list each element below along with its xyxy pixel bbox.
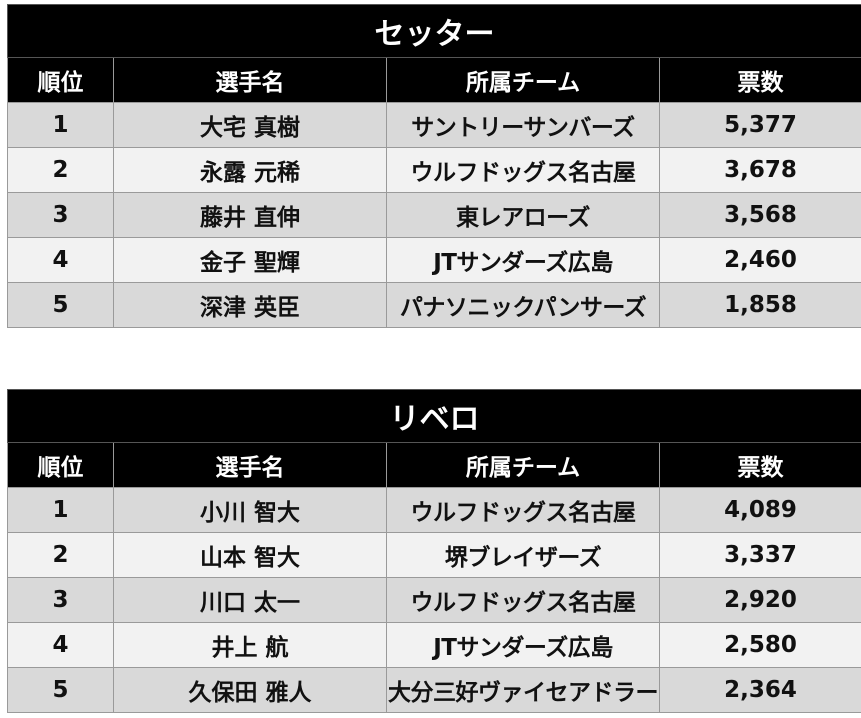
- team-cell: サントリーサンバーズ: [386, 102, 660, 148]
- team-header: 所属チーム: [386, 57, 660, 103]
- rank-cell: 2: [7, 147, 114, 193]
- votes-cell: 3,568: [659, 192, 861, 238]
- player-cell: 小川 智大: [113, 487, 387, 533]
- header-row: 順位 選手名 所属チーム 票数: [7, 57, 861, 103]
- team-cell: 東レアローズ: [386, 192, 660, 238]
- player-cell: 永露 元稀: [113, 147, 387, 193]
- votes-header: 票数: [659, 57, 861, 103]
- table-row: 2 永露 元稀 ウルフドッグス名古屋 3,678: [7, 147, 861, 193]
- team-cell: ウルフドッグス名古屋: [386, 577, 660, 623]
- table-title: セッター: [7, 4, 861, 58]
- table-row: 4 井上 航 JTサンダーズ広島 2,580: [7, 622, 861, 668]
- player-cell: 大宅 真樹: [113, 102, 387, 148]
- player-cell: 川口 太一: [113, 577, 387, 623]
- table-row: 1 小川 智大 ウルフドッグス名古屋 4,089: [7, 487, 861, 533]
- player-cell: 山本 智大: [113, 532, 387, 578]
- votes-cell: 1,858: [659, 282, 861, 328]
- rank-header: 順位: [7, 442, 114, 488]
- votes-cell: 3,678: [659, 147, 861, 193]
- rank-cell: 1: [7, 102, 114, 148]
- libero-ranking-table: リベロ 順位 選手名 所属チーム 票数 1 小川 智大 ウルフドッグス名古屋 4…: [7, 389, 861, 713]
- votes-cell: 2,920: [659, 577, 861, 623]
- table-row: 5 深津 英臣 パナソニックパンサーズ 1,858: [7, 282, 861, 328]
- votes-cell: 2,580: [659, 622, 861, 668]
- table-row: 2 山本 智大 堺ブレイザーズ 3,337: [7, 532, 861, 578]
- votes-cell: 4,089: [659, 487, 861, 533]
- team-cell: JTサンダーズ広島: [386, 622, 660, 668]
- rank-cell: 3: [7, 192, 114, 238]
- rank-cell: 3: [7, 577, 114, 623]
- table-row: 5 久保田 雅人 大分三好ヴァイセアドラー 2,364: [7, 667, 861, 713]
- team-cell: 大分三好ヴァイセアドラー: [386, 667, 660, 713]
- table-title: リベロ: [7, 389, 861, 443]
- votes-cell: 3,337: [659, 532, 861, 578]
- player-cell: 金子 聖輝: [113, 237, 387, 283]
- team-cell: パナソニックパンサーズ: [386, 282, 660, 328]
- table-row: 3 川口 太一 ウルフドッグス名古屋 2,920: [7, 577, 861, 623]
- player-header: 選手名: [113, 57, 387, 103]
- table-row: 1 大宅 真樹 サントリーサンバーズ 5,377: [7, 102, 861, 148]
- player-cell: 久保田 雅人: [113, 667, 387, 713]
- votes-cell: 5,377: [659, 102, 861, 148]
- votes-header: 票数: [659, 442, 861, 488]
- rank-header: 順位: [7, 57, 114, 103]
- team-header: 所属チーム: [386, 442, 660, 488]
- table-row: 4 金子 聖輝 JTサンダーズ広島 2,460: [7, 237, 861, 283]
- rank-cell: 2: [7, 532, 114, 578]
- player-cell: 井上 航: [113, 622, 387, 668]
- rank-cell: 4: [7, 622, 114, 668]
- team-cell: JTサンダーズ広島: [386, 237, 660, 283]
- team-cell: ウルフドッグス名古屋: [386, 147, 660, 193]
- votes-cell: 2,460: [659, 237, 861, 283]
- team-cell: ウルフドッグス名古屋: [386, 487, 660, 533]
- header-row: 順位 選手名 所属チーム 票数: [7, 442, 861, 488]
- rank-cell: 5: [7, 282, 114, 328]
- table-row: 3 藤井 直伸 東レアローズ 3,568: [7, 192, 861, 238]
- rank-cell: 5: [7, 667, 114, 713]
- rank-cell: 1: [7, 487, 114, 533]
- player-cell: 藤井 直伸: [113, 192, 387, 238]
- player-cell: 深津 英臣: [113, 282, 387, 328]
- setter-ranking-table: セッター 順位 選手名 所属チーム 票数 1 大宅 真樹 サントリーサンバーズ …: [7, 4, 861, 328]
- votes-cell: 2,364: [659, 667, 861, 713]
- player-header: 選手名: [113, 442, 387, 488]
- rank-cell: 4: [7, 237, 114, 283]
- team-cell: 堺ブレイザーズ: [386, 532, 660, 578]
